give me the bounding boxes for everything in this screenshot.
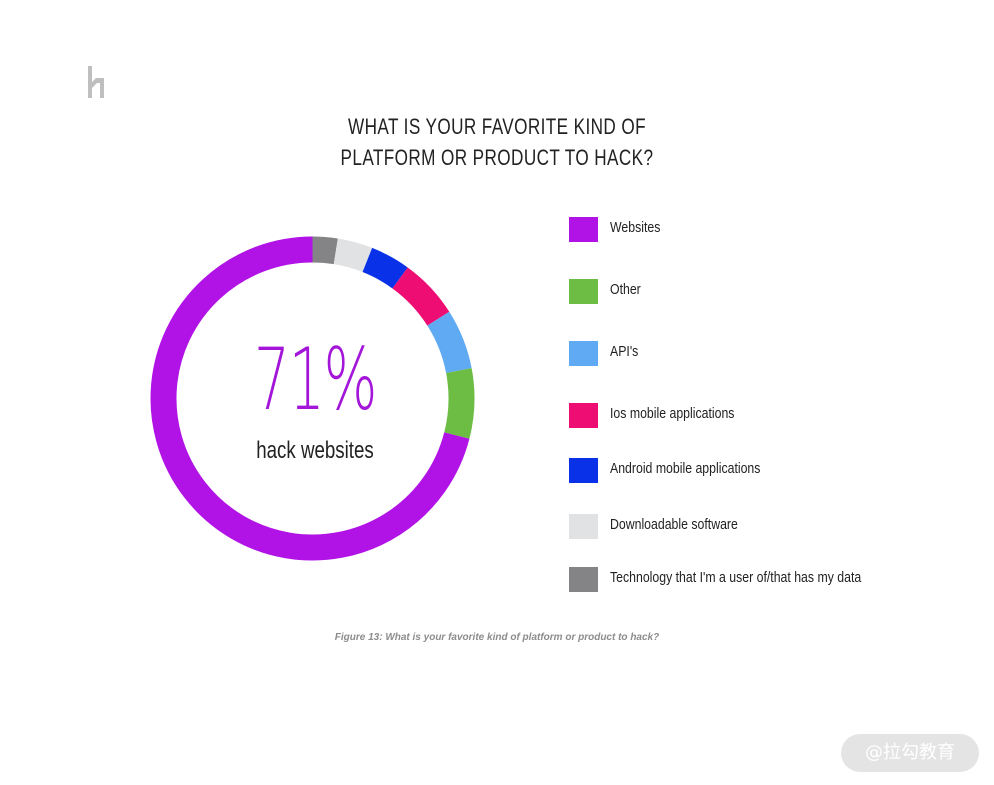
legend-item-downloadable-software: Downloadable software	[569, 514, 949, 540]
legend-label: Ios mobile applications	[610, 405, 735, 422]
donut-slice-technology-that-i-m-a-user-of-that-has-my-data	[312, 236, 338, 265]
legend-label: Downloadable software	[610, 516, 738, 533]
legend-item-other: Other	[569, 279, 949, 305]
watermark: @拉勾教育	[841, 734, 979, 772]
center-percentage: 71%	[253, 330, 378, 430]
donut-slice-other	[444, 368, 475, 439]
legend-swatch	[569, 514, 598, 539]
center-label: hack websites	[256, 437, 374, 464]
legend-item-android: Android mobile applications	[569, 458, 949, 484]
legend-swatch	[569, 403, 598, 428]
figure-caption: Figure 13: What is your favorite kind of…	[334, 632, 660, 643]
donut-slice-android-mobile-applications	[362, 247, 408, 289]
legend-label: Websites	[610, 219, 661, 236]
hackerone-logo-icon	[88, 66, 104, 98]
legend-item-technology: Technology that I'm a user of/that has m…	[569, 567, 949, 593]
donut-slice-ios-mobile-applications	[392, 267, 450, 326]
legend-swatch	[569, 217, 598, 242]
legend-item-apis: API's	[569, 341, 949, 367]
legend-swatch	[569, 279, 598, 304]
legend-label: Other	[610, 281, 641, 298]
legend-swatch	[569, 458, 598, 483]
legend-item-ios: Ios mobile applications	[569, 403, 949, 429]
legend-label: API's	[610, 343, 639, 360]
donut-slice-websites	[150, 236, 470, 561]
legend-swatch	[569, 341, 598, 366]
legend-swatch	[569, 567, 598, 592]
donut-chart	[150, 236, 475, 561]
legend-item-websites: Websites	[569, 217, 949, 243]
donut-slice-downloadable-software	[333, 238, 373, 273]
legend-label: Android mobile applications	[610, 460, 761, 477]
chart-title-line-1: WHAT IS YOUR FAVORITE KIND OF	[348, 114, 646, 139]
donut-slice-api-s	[427, 311, 472, 374]
legend-label: Technology that I'm a user of/that has m…	[610, 569, 862, 586]
chart-title-line-2: PLATFORM OR PRODUCT TO HACK?	[340, 145, 654, 170]
